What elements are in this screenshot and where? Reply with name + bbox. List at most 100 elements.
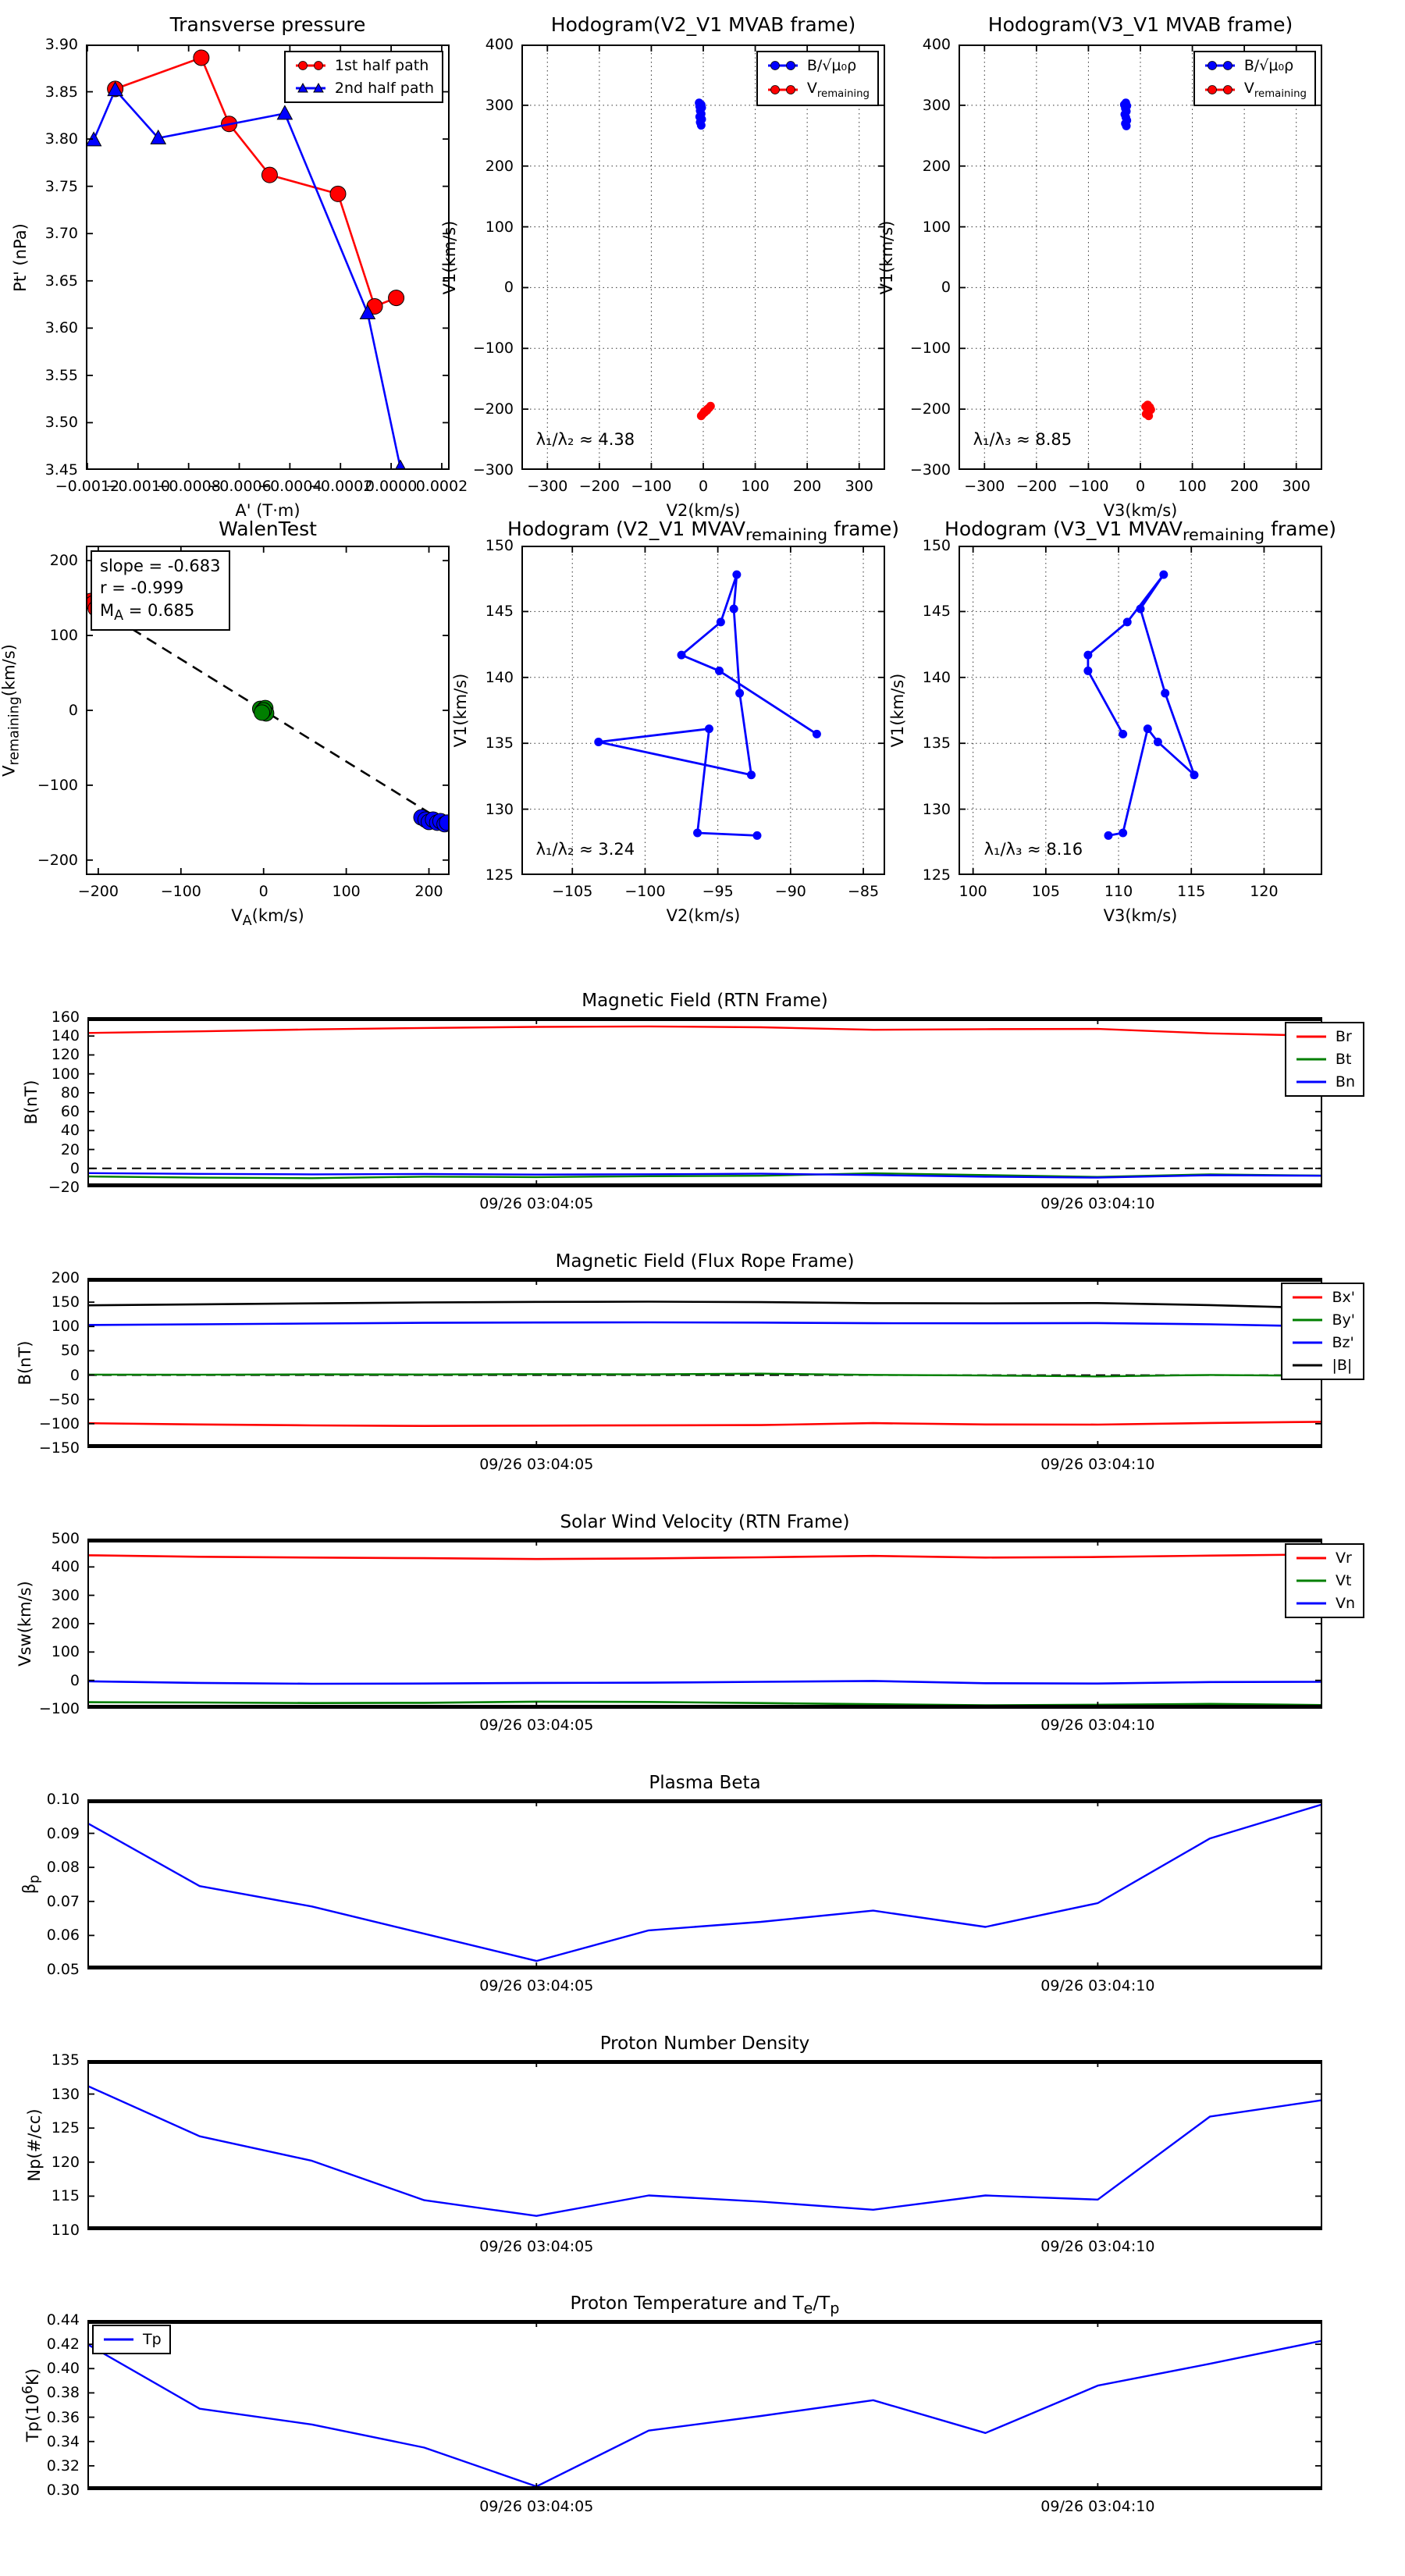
x-tick-label: −0.0002 <box>308 478 373 495</box>
x-tick-label: 09/26 03:04:10 <box>1040 1977 1155 1994</box>
legend: B/√μ₀ρ Vremaining <box>756 51 879 106</box>
x-tick-label: −100 <box>624 883 666 900</box>
legend-entry: Vr <box>1294 1550 1355 1567</box>
x-tick-label: 0 <box>698 478 709 495</box>
plot-canvas <box>87 1799 1322 1969</box>
y-tick-label: 120 <box>51 2153 80 2171</box>
y-tick-label: 100 <box>51 1318 80 1336</box>
y-tick-label: 0.40 <box>46 2360 80 2378</box>
legend-label: Tp <box>143 2331 162 2348</box>
x-axis-label: A' (T·m) <box>235 501 301 520</box>
plot-title: Hodogram(V3_V1 MVAB frame) <box>987 13 1293 36</box>
x-axis-label: V3(km/s) <box>1103 501 1178 520</box>
x-tick-label: −0.0012 <box>55 478 120 495</box>
x-tick-label: 300 <box>1282 478 1311 495</box>
plot-title: WalenTest <box>219 518 317 540</box>
y-tick-label: −300 <box>909 461 951 479</box>
plot-hodogram-v3v1-mvab: Hodogram(V3_V1 MVAB frame) V1(km/s) V3(k… <box>877 13 1322 520</box>
y-axis-label: B(nT) <box>16 1340 34 1386</box>
plot-canvas <box>959 546 1322 875</box>
y-tick-label: 3.70 <box>44 225 78 243</box>
y-tick-label: 0.05 <box>46 1961 80 1978</box>
y-tick-label: 3.55 <box>44 366 78 384</box>
y-tick-label: 3.65 <box>44 272 78 290</box>
legend-sample-line-icon <box>1293 1341 1323 1344</box>
legend-sample-line-icon <box>1296 1035 1326 1038</box>
y-tick-label: 100 <box>51 1065 80 1083</box>
y-axis-label: Tp(106K) <box>20 2368 42 2443</box>
y-tick-label: 0.34 <box>46 2432 80 2450</box>
x-tick-label: 09/26 03:04:05 <box>479 1977 594 1994</box>
legend-label: 1st half path <box>334 57 429 74</box>
x-tick-label: −300 <box>964 478 1005 495</box>
plot-title: Hodogram (V2_V1 MVAVremaining frame) <box>507 518 899 544</box>
x-tick-label: 115 <box>1177 883 1206 900</box>
legend-label: Vt <box>1335 1572 1352 1589</box>
legend-sample-line-icon <box>1293 1318 1323 1322</box>
legend-entry: B/√μ₀ρ <box>1203 57 1307 74</box>
x-tick-label: 09/26 03:04:10 <box>1040 1195 1155 1212</box>
legend-label: |B| <box>1332 1357 1353 1374</box>
legend-entry: B/√μ₀ρ <box>766 57 870 74</box>
x-tick-label: 09/26 03:04:05 <box>479 1195 594 1212</box>
x-tick-label: −0.0010 <box>105 478 170 495</box>
y-tick-label: 0.09 <box>46 1824 80 1842</box>
legend-entry: Vn <box>1294 1595 1355 1612</box>
y-tick-label: −200 <box>472 400 514 418</box>
y-tick-label: 100 <box>485 218 514 236</box>
y-tick-label: 160 <box>51 1009 80 1026</box>
fit-stats-box: slope = -0.683 r = -0.999 MA = 0.685 <box>91 550 230 631</box>
y-tick-label: 400 <box>485 36 514 53</box>
plot-title: Proton Number Density <box>599 2033 810 2054</box>
y-tick-label: 0 <box>69 1366 80 1384</box>
legend-label: Bt <box>1335 1051 1352 1068</box>
y-tick-label: 50 <box>60 1342 80 1360</box>
y-tick-label: 200 <box>485 157 514 175</box>
plot-canvas <box>521 44 885 470</box>
x-tick-label: 105 <box>1031 883 1060 900</box>
x-tick-label: 100 <box>1178 478 1207 495</box>
y-tick-label: 40 <box>60 1122 80 1140</box>
y-axis-label: βp <box>20 1874 43 1895</box>
legend-entry: Br <box>1294 1028 1355 1045</box>
plot-title: Magnetic Field (Flux Rope Frame) <box>555 1251 855 1272</box>
eigenvalue-ratio-annotation: λ₁/λ₂ ≈ 3.24 <box>535 839 635 859</box>
legend: Tp <box>92 2325 171 2354</box>
x-tick-label: 09/26 03:04:05 <box>479 1456 594 1473</box>
legend: 1st half path 2nd half path <box>283 51 443 103</box>
legend-entry: 1st half path <box>293 57 434 74</box>
legend: Bx' By' Bz' |B| <box>1281 1283 1364 1380</box>
y-tick-label: −100 <box>38 1700 80 1717</box>
legend-label: 2nd half path <box>334 80 434 97</box>
legend-sample-line-icon <box>104 2338 133 2341</box>
plot-title: Hodogram(V2_V1 MVAB frame) <box>550 13 856 36</box>
eigenvalue-ratio-annotation: λ₁/λ₂ ≈ 4.38 <box>535 429 635 449</box>
y-tick-label: 100 <box>49 627 78 645</box>
y-tick-label: 0.38 <box>46 2384 80 2402</box>
legend-sample-circle-icon <box>295 61 325 70</box>
plot-proton-density: Proton Number Density Np(#/cc) 09/26 03:… <box>25 2033 1322 2255</box>
y-tick-label: 200 <box>49 552 78 570</box>
y-tick-label: 0 <box>68 702 78 719</box>
y-tick-label: 3.85 <box>44 83 78 101</box>
fit-stats-line: r = -0.999 <box>100 578 184 598</box>
y-tick-label: 0.36 <box>46 2408 80 2426</box>
y-tick-label: 3.45 <box>44 461 78 479</box>
x-tick-label: 0 <box>1135 478 1146 495</box>
y-tick-label: 300 <box>485 96 514 114</box>
legend: Br Bt Bn <box>1284 1022 1364 1097</box>
plot-title: Proton Temperature and Te/Tp <box>570 2293 840 2318</box>
x-tick-label: 0.0000 <box>365 478 418 495</box>
legend: B/√μ₀ρ Vremaining <box>1193 51 1316 106</box>
plot-walen-test: WalenTest Vremaining(km/s) VA(km/s) −200… <box>0 518 450 929</box>
legend-sample-line-icon <box>1293 1364 1323 1367</box>
x-tick-label: 300 <box>845 478 873 495</box>
y-tick-label: 200 <box>922 157 951 175</box>
legend-entry: 2nd half path <box>293 80 434 97</box>
plot-title: Plasma Beta <box>649 1773 761 1793</box>
y-tick-label: 0.32 <box>46 2457 80 2475</box>
y-axis-label: V1(km/s) <box>877 220 896 294</box>
x-tick-label: −100 <box>160 883 201 900</box>
x-tick-label: 09/26 03:04:10 <box>1040 1717 1155 1734</box>
